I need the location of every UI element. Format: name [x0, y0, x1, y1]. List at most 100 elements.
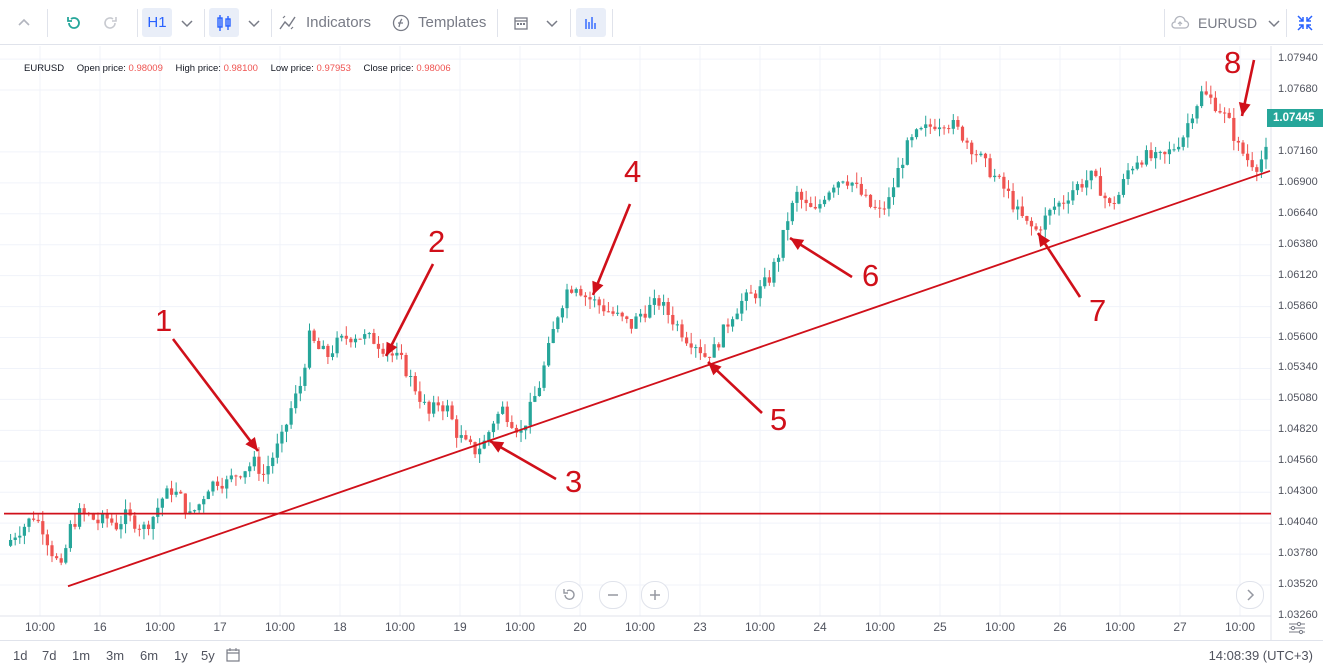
- candle-body: [478, 448, 482, 455]
- candle-body: [427, 401, 431, 414]
- candle-body: [680, 324, 684, 338]
- clock-display[interactable]: 14:08:39 (UTC+3): [1208, 648, 1313, 663]
- refresh-icon[interactable]: [58, 0, 90, 45]
- symbol-selector[interactable]: EURUSD: [1170, 0, 1282, 45]
- candle-body: [169, 488, 174, 495]
- range-6m[interactable]: 6m: [140, 648, 159, 663]
- candle-body: [1062, 202, 1066, 204]
- candle-body: [707, 356, 712, 358]
- candle-body: [165, 488, 169, 499]
- candle-body: [638, 313, 643, 317]
- candle-body: [574, 289, 578, 293]
- templates-button[interactable]: Templates: [392, 0, 492, 45]
- candle-body: [432, 402, 436, 414]
- legend-low-label: Low price:: [270, 63, 314, 74]
- candle-body: [579, 289, 583, 296]
- candle-body: [583, 295, 588, 298]
- time-axis-label: 10:00: [144, 620, 176, 634]
- candle-body: [36, 519, 40, 522]
- range-1y[interactable]: 1y: [174, 648, 188, 663]
- candles-icon[interactable]: [209, 8, 239, 37]
- price-axis-label: 1.05860: [1278, 299, 1318, 312]
- candle-body: [519, 430, 523, 433]
- candle-body: [303, 367, 307, 386]
- candle-body: [335, 337, 339, 354]
- candle-body: [960, 126, 965, 141]
- candle-body: [1029, 220, 1034, 227]
- candle-body: [689, 343, 693, 348]
- range-1m[interactable]: 1m: [72, 648, 91, 663]
- candle-body: [781, 229, 785, 258]
- candle-body: [188, 511, 192, 514]
- candle-body: [1264, 146, 1268, 160]
- candle-body: [77, 508, 82, 527]
- candle-body: [73, 524, 77, 527]
- price-axis-label: 1.06380: [1278, 237, 1318, 250]
- candle-body: [537, 387, 542, 397]
- candle-body: [381, 348, 385, 354]
- candle-body: [809, 203, 813, 207]
- candle-body: [1181, 137, 1185, 147]
- bars-icon[interactable]: [576, 8, 606, 37]
- redo-icon[interactable]: [94, 0, 126, 45]
- annotation-arrowhead-5: [708, 362, 722, 376]
- candle-body: [321, 345, 325, 350]
- candle-body: [864, 194, 868, 196]
- axis-settings-icon[interactable]: [1287, 620, 1307, 636]
- scroll-right-button[interactable]: [1236, 581, 1264, 609]
- interval-chevron-down-icon[interactable]: [176, 0, 198, 45]
- candle-body: [1057, 202, 1061, 207]
- annotation-arrow-2: [384, 263, 435, 357]
- price-axis-label: 1.04040: [1278, 516, 1318, 529]
- candle-body: [215, 481, 220, 486]
- candle-body: [698, 347, 702, 354]
- chart-type-chevron-down-icon[interactable]: [243, 0, 265, 45]
- range-5y[interactable]: 5y: [201, 648, 215, 663]
- calendar-chevron-down-icon[interactable]: [541, 0, 563, 45]
- date-range-calendar-icon[interactable]: [225, 647, 241, 663]
- candle-body: [804, 199, 808, 204]
- interval-button[interactable]: H1: [142, 8, 172, 37]
- candle-body: [137, 528, 141, 530]
- candle-body: [542, 365, 546, 388]
- candle-body: [1108, 198, 1112, 203]
- candle-body: [1186, 123, 1190, 138]
- candle-body: [1250, 160, 1254, 168]
- reset-chart-button[interactable]: [555, 581, 583, 609]
- interval-label: H1: [147, 14, 167, 31]
- price-axis-label: 1.05600: [1278, 330, 1318, 343]
- candle-body: [753, 293, 758, 299]
- candle-body: [330, 353, 335, 357]
- calendar-icon[interactable]: [508, 0, 534, 45]
- candle-body: [413, 375, 417, 392]
- candle-body: [82, 508, 86, 514]
- price-axis-label: 1.03780: [1278, 547, 1318, 560]
- candle-body: [652, 298, 657, 305]
- range-7d[interactable]: 7d: [42, 648, 57, 663]
- candle-body: [1043, 215, 1047, 230]
- candle-body: [868, 194, 873, 207]
- candle-body: [289, 408, 293, 425]
- candle-body: [1154, 152, 1158, 159]
- zoom-out-button[interactable]: [599, 581, 627, 609]
- chevron-up-icon[interactable]: [8, 0, 40, 45]
- candle-body: [813, 206, 817, 209]
- candle-body: [740, 300, 744, 314]
- candle-body: [772, 261, 776, 283]
- indicators-icon: [278, 14, 298, 32]
- current-price-badge: 1.07445: [1267, 108, 1323, 127]
- candle-body: [634, 316, 638, 329]
- fullscreen-icon[interactable]: [1291, 0, 1319, 45]
- zoom-in-button[interactable]: [641, 581, 669, 609]
- legend-open-label: Open price:: [76, 63, 126, 74]
- annotation-arrowhead-8: [1238, 102, 1251, 116]
- candle-body: [192, 510, 197, 512]
- candle-body: [896, 168, 900, 188]
- range-3m[interactable]: 3m: [106, 648, 125, 663]
- range-1d[interactable]: 1d: [13, 648, 28, 663]
- candle-body: [349, 338, 353, 343]
- time-axis-label: 16: [93, 620, 107, 634]
- candle-body: [795, 191, 799, 203]
- indicators-button[interactable]: Indicators: [278, 0, 378, 45]
